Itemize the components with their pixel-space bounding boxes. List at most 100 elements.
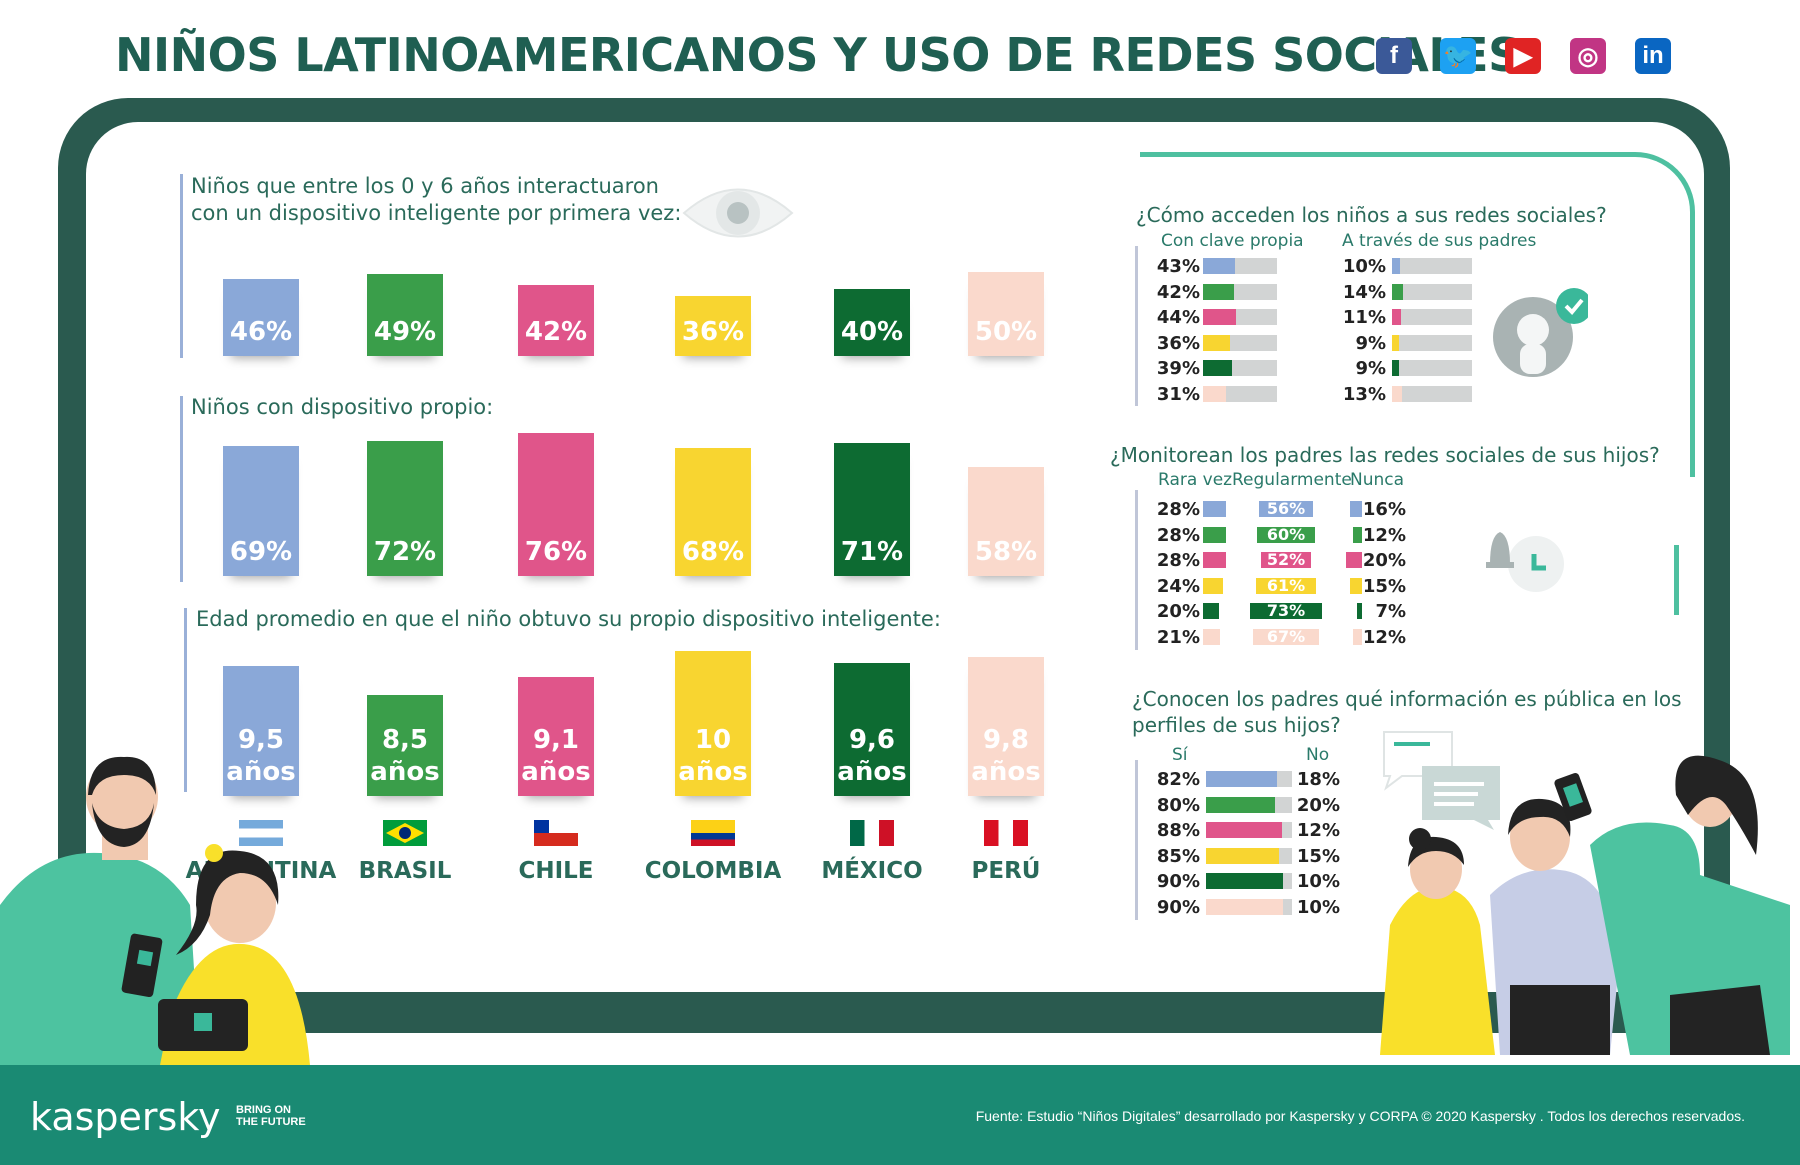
chart3-bar: 9,6 años <box>834 662 910 796</box>
instagram-icon[interactable]: ◎ <box>1570 38 1606 74</box>
access-parents-bar <box>1392 386 1403 402</box>
public-yes-label: 82% <box>1156 769 1200 790</box>
monitor-rare-label: 24% <box>1156 575 1200 597</box>
page-title: NIÑOS LATINOAMERICANOS Y USO DE REDES SO… <box>115 28 1521 82</box>
public-col1-label: Sí <box>1172 745 1188 765</box>
access-own-label: 31% <box>1156 384 1200 405</box>
section-divider <box>180 396 183 582</box>
monitor-never-label: 7% <box>1375 601 1406 623</box>
monitor-never-bar <box>1346 552 1362 569</box>
chart2-bar-label: 71% <box>840 536 904 567</box>
chart3-bar-label: 9,5 años <box>226 725 296 787</box>
access-parents-track <box>1392 334 1472 351</box>
flag-icon <box>383 820 427 846</box>
section-divider <box>1135 246 1138 406</box>
monitor-rare-label: 21% <box>1156 627 1200 648</box>
access-own-label: 39% <box>1156 358 1200 380</box>
decorative-teal-line <box>1140 152 1695 477</box>
monitor-rare-bar <box>1203 552 1226 569</box>
access-own-bar <box>1203 283 1235 300</box>
chart1-bar-label: 49% <box>373 316 437 347</box>
public-yes-label: 80% <box>1156 794 1200 816</box>
monitor-title: ¿Monitorean los padres las redes sociale… <box>1110 443 1660 467</box>
access-col1-label: Con clave propia <box>1161 231 1304 251</box>
access-parents-bar <box>1392 258 1400 274</box>
public-title-line2: perfiles de sus hijos? <box>1132 713 1341 737</box>
chart2-bar: 71% <box>834 442 910 576</box>
country-label: BRASIL <box>358 858 452 884</box>
chart3-bar-label: 9,6 años <box>837 724 907 787</box>
access-col2-label: A través de sus padres <box>1342 231 1537 251</box>
chart1-bar: 49% <box>367 273 443 356</box>
country-label: CHILE <box>518 858 594 884</box>
chart2-bar: 69% <box>223 446 299 576</box>
monitor-rare-label: 28% <box>1156 524 1200 546</box>
access-parents-track <box>1392 309 1472 326</box>
access-parents-bar <box>1392 309 1401 326</box>
access-own-bar <box>1203 258 1235 274</box>
chart3-bar: 9,5 años <box>223 665 299 796</box>
access-parents-track <box>1392 360 1472 377</box>
kaspersky-logo: kaspersky <box>30 1095 221 1139</box>
monitor-never-label: 20% <box>1362 550 1406 572</box>
chart1-bar-label: 46% <box>229 316 293 347</box>
chart3-bar-label: 9,8 años <box>971 724 1041 787</box>
monitor-regular-label: 61% <box>1256 577 1316 594</box>
youtube-icon[interactable]: ▶ <box>1505 38 1541 74</box>
public-title: ¿Conocen los padres qué información es p… <box>1132 686 1682 738</box>
access-parents-label: 14% <box>1342 281 1386 303</box>
public-no-label: 15% <box>1296 845 1340 867</box>
chart3-bar-label: 8,5 años <box>370 725 440 787</box>
access-parents-label: 9% <box>1355 358 1386 380</box>
decorative-teal-line-segment <box>1674 545 1679 615</box>
monitor-never-label: 16% <box>1362 499 1406 520</box>
profile-check-icon <box>1488 282 1592 387</box>
chart3-bar: 10 años <box>675 651 751 796</box>
twitter-icon[interactable]: 🐦 <box>1440 38 1476 74</box>
chart2-bar: 68% <box>675 448 751 576</box>
public-yes-bar <box>1206 847 1280 864</box>
flag-icon <box>239 820 283 846</box>
access-title: ¿Cómo acceden los niños a sus redes soci… <box>1136 203 1607 227</box>
chart1-title-line1: Niños que entre los 0 y 6 años interactu… <box>191 174 659 198</box>
facebook-icon[interactable]: f <box>1376 38 1412 74</box>
source-note: Fuente: Estudio “Niños Digitales” desarr… <box>975 1108 1745 1124</box>
chart2-bar-label: 68% <box>681 536 745 567</box>
monitor-rare-bar <box>1203 577 1223 594</box>
monitor-rare-bar <box>1203 629 1221 645</box>
access-parents-bar <box>1392 283 1404 300</box>
chart1-bar: 46% <box>223 278 299 356</box>
access-parents-track <box>1392 386 1472 402</box>
access-own-label: 43% <box>1156 256 1200 277</box>
access-parents-label: 11% <box>1342 307 1386 329</box>
public-title-line1: ¿Conocen los padres qué información es p… <box>1132 687 1682 711</box>
chart2-bar-label: 72% <box>373 536 437 567</box>
chart3-title: Edad promedio en que el niño obtuvo su p… <box>196 607 941 631</box>
chart2-bar: 58% <box>968 466 1044 576</box>
monitor-never-label: 15% <box>1362 575 1406 597</box>
access-parents-bar <box>1392 360 1400 377</box>
access-parents-track <box>1392 283 1472 300</box>
monitor-never-bar <box>1350 577 1362 594</box>
eye-icon <box>680 180 796 251</box>
chart1-bar: 36% <box>675 295 751 356</box>
section-divider <box>184 608 187 792</box>
chart2-bar: 72% <box>367 440 443 576</box>
flag-icon <box>984 820 1028 846</box>
chart2-bar-label: 58% <box>974 536 1038 567</box>
country-label: COLOMBIA <box>644 858 782 884</box>
public-no-label: 10% <box>1296 871 1340 893</box>
public-yes-bar <box>1206 796 1275 813</box>
chart3-bar-label: 10 años <box>678 725 748 787</box>
linkedin-icon[interactable]: in <box>1635 38 1671 74</box>
public-no-label: 10% <box>1296 897 1340 918</box>
monitor-never-bar <box>1356 603 1362 620</box>
country-label: MÉXICO <box>821 858 923 884</box>
chart3-bar-label: 9,1 años <box>521 724 591 787</box>
public-yes-bar <box>1206 899 1284 915</box>
chart1-bar: 42% <box>518 285 594 356</box>
chart1-bar-label: 36% <box>681 316 745 347</box>
public-no-label: 18% <box>1296 769 1340 790</box>
public-no-label: 20% <box>1296 794 1340 816</box>
